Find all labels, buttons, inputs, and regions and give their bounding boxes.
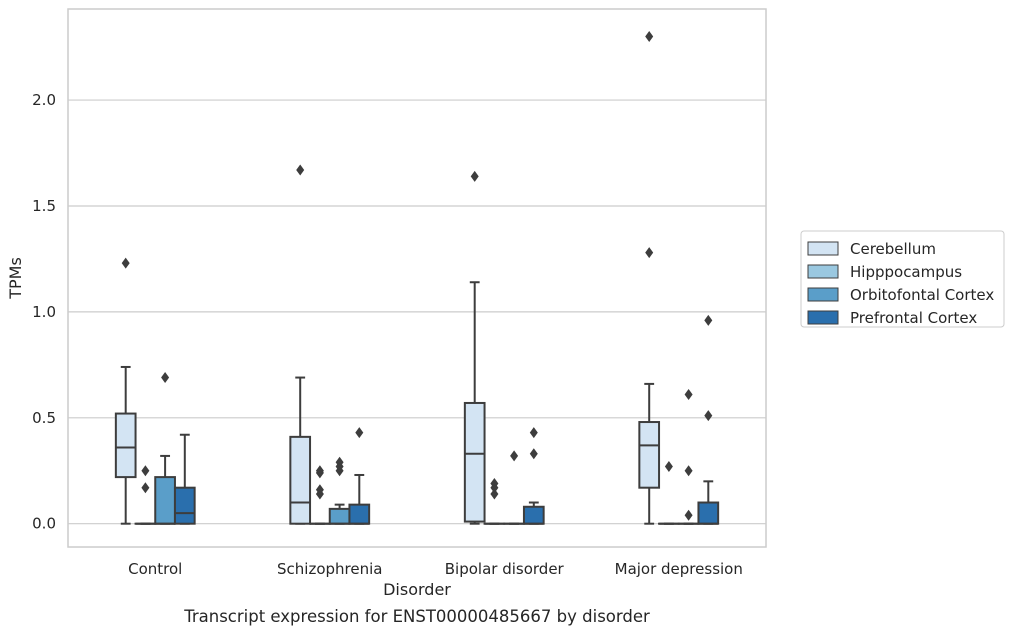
box-prefrontal-cortex <box>697 314 720 525</box>
box-cerebellum <box>463 170 486 525</box>
y-tick-label: 1.5 <box>32 197 56 215</box>
box-body <box>328 507 351 525</box>
gridlines <box>68 99 766 525</box>
y-tick-label: 1.0 <box>32 303 56 321</box>
legend-label: Cerebellum <box>850 240 936 258</box>
box-hipppocampus <box>134 465 157 525</box>
legend-label: Orbitofontal Cortex <box>850 286 994 304</box>
box-prefrontal-cortex <box>522 427 545 525</box>
outlier-point <box>510 450 519 462</box>
legend-label: Prefrontal Cortex <box>850 309 977 327</box>
outlier-point <box>470 170 479 182</box>
box-body <box>638 421 661 489</box>
box-body <box>289 435 312 525</box>
x-tick-label: Major depression <box>615 560 743 578</box>
box-cerebellum <box>289 164 312 525</box>
outlier-point <box>141 465 150 477</box>
y-tick-label: 0.0 <box>32 515 56 533</box>
box-prefrontal-cortex <box>173 433 196 525</box>
outlier-point <box>645 31 654 43</box>
outlier-point <box>161 372 170 384</box>
outlier-point <box>335 456 344 468</box>
legend: Cerebellum Hipppocampus Orbitofontal Corte… <box>800 230 1005 328</box>
x-tick-label: Control <box>128 560 182 578</box>
x-axis-ticks: Control Schizophrenia Bipolar disorder Majo… <box>128 560 743 578</box>
outlier-point <box>141 482 150 494</box>
outlier-point <box>490 477 499 489</box>
outlier-point <box>121 257 130 269</box>
outlier-point <box>684 388 693 400</box>
y-tick-label: 2.0 <box>32 91 56 109</box>
legend-swatch <box>807 241 839 256</box>
legend-label: Hipppocampus <box>850 263 962 281</box>
legend-swatch <box>807 310 839 325</box>
legend-swatch <box>807 264 839 279</box>
x-axis-label: Disorder <box>383 580 451 599</box>
box-hipppocampus <box>658 461 680 525</box>
outlier-point <box>529 448 538 460</box>
box-orbitofontal-cortex <box>677 388 700 525</box>
y-tick-label: 0.5 <box>32 409 56 427</box>
outlier-point <box>704 410 713 422</box>
box-layer <box>114 31 720 525</box>
box-body <box>348 503 371 525</box>
box-orbitofontal-cortex <box>328 456 351 525</box>
outlier-point <box>355 427 364 439</box>
y-axis-ticks: 0.0 0.5 1.0 1.5 2.0 <box>32 91 56 533</box>
box-cerebellum <box>638 31 661 525</box>
box-cerebellum <box>114 257 137 525</box>
legend-swatch <box>807 287 839 302</box>
outlier-point <box>684 509 693 521</box>
box-body <box>173 486 196 525</box>
box-body <box>114 412 137 479</box>
outlier-point <box>684 465 693 477</box>
x-tick-label: Bipolar disorder <box>445 560 565 578</box>
outlier-point <box>645 247 654 259</box>
x-tick-label: Schizophrenia <box>277 560 382 578</box>
box-hipppocampus <box>483 477 506 525</box>
outlier-point <box>529 427 538 439</box>
plot-area-frame <box>67 8 767 548</box>
outlier-point <box>315 484 324 496</box>
box-orbitofontal-cortex <box>154 372 176 525</box>
chart-caption: Transcript expression for ENST0000048566… <box>183 607 650 626</box>
box-prefrontal-cortex <box>348 427 371 525</box>
box-body <box>154 476 176 525</box>
box-orbitofontal-cortex <box>503 450 525 525</box>
y-axis-label: TPMs <box>6 257 25 300</box>
outlier-point <box>664 461 673 473</box>
outlier-point <box>315 465 324 477</box>
box-body <box>522 505 545 525</box>
box-body <box>697 501 720 525</box>
outlier-point <box>704 314 713 326</box>
outlier-point <box>490 488 499 500</box>
outlier-point <box>296 164 305 176</box>
box-body <box>463 401 486 523</box>
legend-frame <box>800 230 1005 328</box>
box-hipppocampus <box>309 465 331 525</box>
